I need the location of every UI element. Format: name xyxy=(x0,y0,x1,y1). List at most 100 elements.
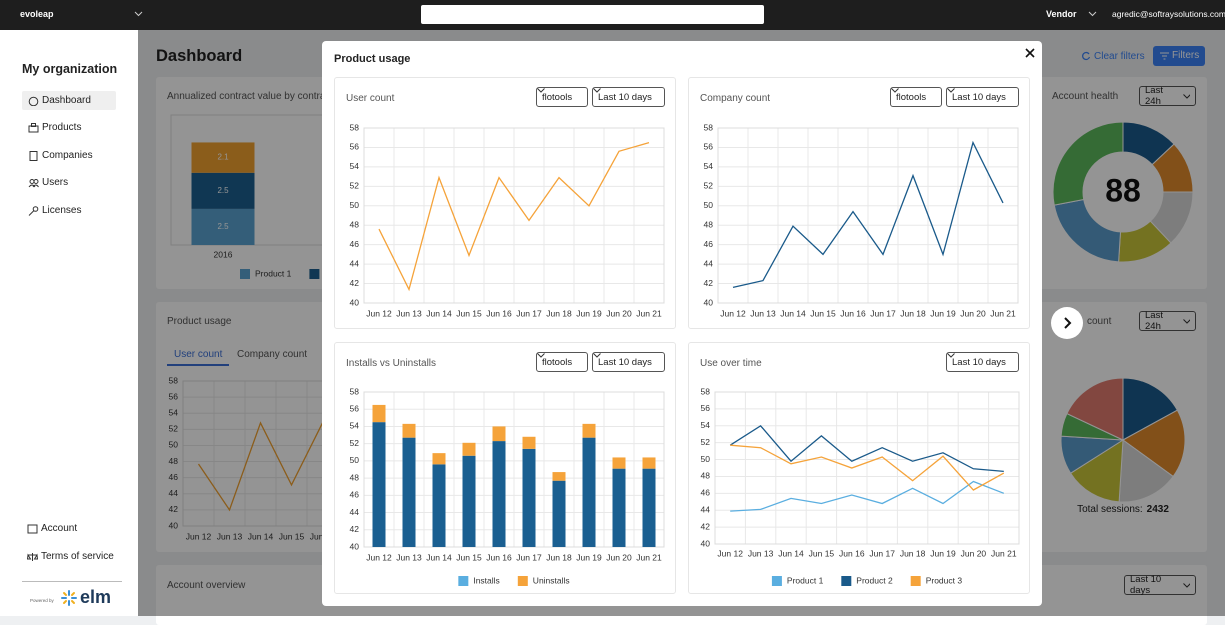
chevron xyxy=(947,353,955,358)
brand-chevron[interactable] xyxy=(134,11,143,17)
x-tick-label: Jun 20 xyxy=(606,552,632,562)
filters-button[interactable]: Filters xyxy=(1153,46,1205,66)
product-select[interactable]: flotools xyxy=(536,87,588,107)
bar-segment xyxy=(492,426,506,442)
bar-segment xyxy=(522,448,536,547)
y-tick-label: 58 xyxy=(169,375,179,385)
bar-segment xyxy=(642,457,656,469)
data-label: 2.5 xyxy=(217,186,229,195)
nav-item[interactable]: Terms of service xyxy=(27,551,114,562)
close-button[interactable] xyxy=(1025,48,1035,58)
legend-swatch xyxy=(309,269,320,279)
range-select[interactable]: Last 10 days xyxy=(1124,574,1196,596)
next-button[interactable] xyxy=(1051,307,1083,339)
filters-label[interactable]: Filters xyxy=(1172,50,1200,61)
x-tick-label: Jun 15 xyxy=(810,308,836,318)
y-tick-label: 52 xyxy=(704,181,714,191)
nav-item[interactable]: Users xyxy=(28,177,68,188)
y-tick-label: 46 xyxy=(169,472,179,482)
bar-segment xyxy=(642,468,656,547)
range-select[interactable]: Last 24h xyxy=(1139,85,1196,107)
modal-title: Product usage xyxy=(334,53,411,65)
user-email[interactable]: agredic@softraysolutions.com xyxy=(1112,9,1225,19)
nav-item[interactable]: Dashboard xyxy=(28,95,91,106)
product-select[interactable]: flotools xyxy=(890,87,942,107)
nav-label[interactable]: Licenses xyxy=(42,205,82,216)
legend-swatch xyxy=(910,576,921,586)
nav-item[interactable]: Products xyxy=(28,122,81,133)
y-tick-label: 50 xyxy=(701,454,711,464)
x-tick-label: Jun 14 xyxy=(426,308,452,318)
card-title: Product usage xyxy=(167,316,232,327)
plot-frame xyxy=(714,391,1020,545)
x-tick-label: Jun 18 xyxy=(546,308,572,318)
range-select[interactable]: Last 10 days xyxy=(592,87,665,107)
x-tick-label: Jun 13 xyxy=(748,548,774,558)
select-label[interactable]: Last 24h xyxy=(1145,310,1163,332)
select-label[interactable]: Last 10 days xyxy=(598,356,652,368)
y-tick-label: 50 xyxy=(704,200,714,210)
x-tick-label: Jun 18 xyxy=(900,308,926,318)
clear-filters[interactable]: Clear filters xyxy=(1094,51,1145,62)
nav-item[interactable]: Account xyxy=(27,523,77,534)
nav-label[interactable]: Products xyxy=(42,122,82,133)
nav-label[interactable]: Account xyxy=(41,523,78,534)
y-tick-label: 40 xyxy=(169,520,179,530)
legend-swatch xyxy=(841,576,852,586)
y-tick-label: 58 xyxy=(704,122,714,132)
nav-label[interactable]: Dashboard xyxy=(42,95,91,106)
select-label[interactable]: Last 24h xyxy=(1145,85,1163,107)
search-box[interactable] xyxy=(421,5,764,24)
nav-label[interactable]: Companies xyxy=(42,150,93,161)
range-select[interactable]: Last 10 days xyxy=(946,87,1019,107)
nav-label[interactable]: Users xyxy=(42,177,69,188)
nav-item[interactable]: Companies xyxy=(28,150,93,161)
nav-label[interactable]: Terms of service xyxy=(41,551,114,562)
x-tick-label: Jun 16 xyxy=(840,308,866,318)
y-tick-label: 40 xyxy=(704,297,714,307)
legend-label: Product 3 xyxy=(926,575,963,585)
y-tick-label: 44 xyxy=(704,258,714,268)
y-tick-label: 48 xyxy=(350,472,360,482)
chevron xyxy=(1183,582,1190,588)
select-label[interactable]: flotools xyxy=(542,91,573,103)
line xyxy=(730,480,1005,512)
chevron xyxy=(947,88,955,93)
y-tick-label: 52 xyxy=(169,424,179,434)
select-label[interactable]: Last 10 days xyxy=(1130,574,1162,596)
product-select[interactable]: flotools xyxy=(536,352,588,372)
range-select[interactable]: Last 24h xyxy=(1139,310,1196,332)
pie-slice xyxy=(1122,409,1186,478)
x-tick-label: Jun 19 xyxy=(930,308,956,318)
range-select[interactable]: Last 10 days xyxy=(946,352,1019,372)
line xyxy=(729,424,1004,473)
select-label[interactable]: flotools xyxy=(542,356,573,368)
bar-segment xyxy=(522,436,536,449)
select-label[interactable]: Last 10 days xyxy=(598,91,652,103)
select-label[interactable]: flotools xyxy=(896,91,927,103)
range-select[interactable]: Last 10 days xyxy=(592,352,665,372)
chevron xyxy=(537,353,545,358)
org-title: My organization xyxy=(22,62,118,76)
x-tick-label: Jun 17 xyxy=(516,552,542,562)
x-tick-label: Jun 14 xyxy=(778,548,804,558)
nav-active-bg xyxy=(22,91,116,110)
role-chevron[interactable] xyxy=(1088,11,1097,17)
select-label[interactable]: Last 10 days xyxy=(952,91,1006,103)
chart-card: 40 42 44 46 48 50 52 54 56 58 Jun 12 Jun 13 Jun 14 Ju… xyxy=(688,77,1030,329)
select-row: flotools Last 10 days xyxy=(890,87,1019,107)
y-tick-label: 42 xyxy=(701,521,711,531)
tab[interactable]: User count xyxy=(174,349,223,360)
x-tick-label: Jun 20 xyxy=(960,308,986,318)
total-value: 2432 xyxy=(1147,504,1170,515)
nav-item[interactable]: Licenses xyxy=(28,205,81,216)
powered-by: Powered by xyxy=(30,598,54,603)
tab[interactable]: Company count xyxy=(237,349,308,360)
role[interactable]: Vendor xyxy=(1046,9,1077,19)
icon xyxy=(28,96,39,106)
x-tick-label: Jun 14 xyxy=(780,308,806,318)
brand[interactable]: evoleap xyxy=(20,9,54,19)
select-label[interactable]: Last 10 days xyxy=(952,356,1006,368)
x-tick-label: Jun 19 xyxy=(576,552,602,562)
